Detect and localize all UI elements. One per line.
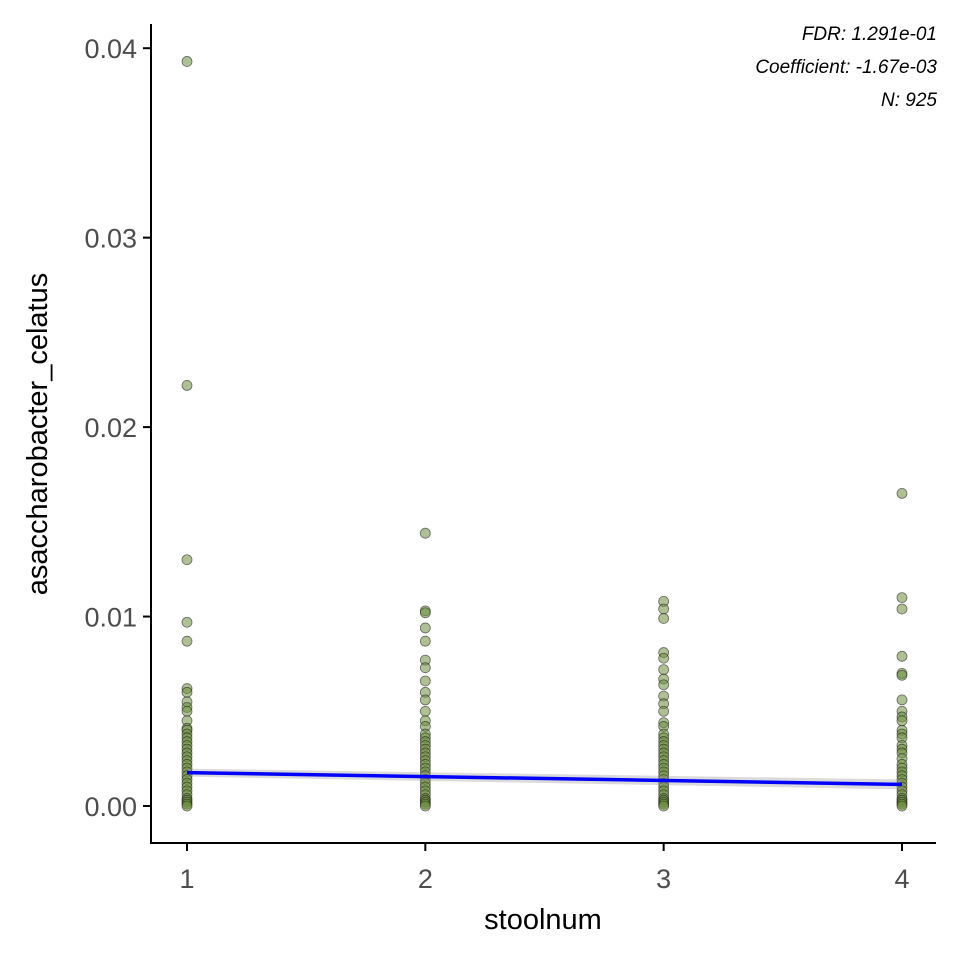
data-point	[658, 800, 670, 812]
fit-line	[186, 770, 903, 787]
data-point	[181, 616, 193, 628]
data-point	[896, 603, 908, 615]
annotation-coefficient: Coefficient: -1.67e-03	[755, 57, 937, 78]
y-tick-label: 0.04	[84, 34, 137, 64]
y-tick-label: 0.00	[84, 792, 137, 822]
data-point	[181, 686, 193, 698]
annotation-n: N: 925	[881, 90, 937, 111]
data-point	[896, 694, 908, 706]
data-point	[181, 554, 193, 566]
data-point	[181, 800, 193, 812]
data-point	[181, 635, 193, 647]
data-point	[658, 679, 670, 691]
data-point	[658, 603, 670, 615]
data-point	[181, 705, 193, 717]
data-point	[658, 664, 670, 675]
data-point	[419, 622, 431, 634]
x-axis-title: stoolnum	[484, 904, 602, 936]
data-point	[419, 635, 431, 647]
y-axis-title: asaccharobacter_celatus	[22, 273, 54, 595]
data-point	[419, 607, 431, 619]
y-tick-label: 0.03	[84, 224, 137, 254]
data-point	[419, 527, 431, 539]
data-point	[896, 650, 908, 662]
data-point	[658, 652, 670, 664]
ticks-layer: 0.00 0.01 0.02 0.03 0.04 1 2 3 4	[84, 34, 909, 894]
data-point	[419, 662, 431, 674]
x-tick-label: 3	[656, 864, 671, 894]
data-point	[896, 800, 908, 812]
data-point	[419, 675, 431, 687]
data-point	[419, 694, 431, 706]
fit-layer	[186, 768, 903, 790]
data-point	[419, 800, 431, 812]
y-tick-label: 0.02	[84, 413, 137, 443]
annotation-fdr: FDR: 1.291e-01	[802, 24, 937, 45]
data-point	[896, 715, 908, 727]
data-point	[896, 488, 908, 499]
data-point	[181, 56, 193, 67]
x-tick-label: 4	[894, 864, 909, 894]
data-point	[896, 669, 908, 681]
data-point	[896, 592, 908, 604]
x-tick-label: 1	[179, 864, 194, 894]
y-tick-label: 0.01	[84, 603, 137, 633]
x-tick-label: 2	[418, 864, 433, 894]
data-point	[181, 380, 193, 391]
points-layer	[181, 56, 908, 812]
data-point	[419, 705, 431, 717]
data-point	[658, 705, 670, 717]
data-point	[658, 613, 670, 624]
